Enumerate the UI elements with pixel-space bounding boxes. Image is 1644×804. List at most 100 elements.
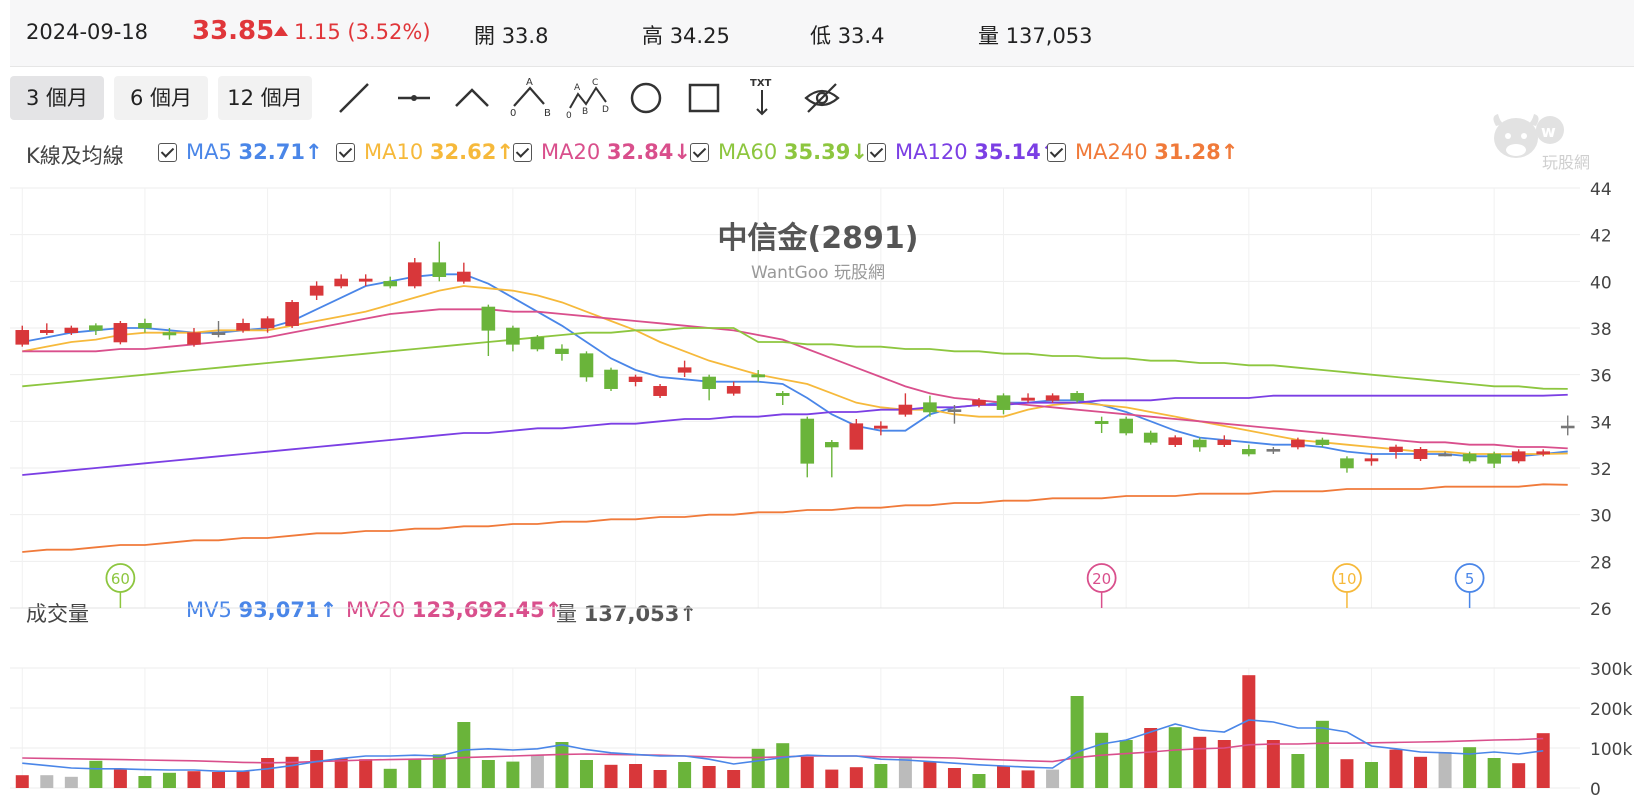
hide-drawings-icon[interactable]	[800, 76, 844, 120]
volume-bar	[825, 769, 839, 788]
kline-legend-title: K線及均線	[26, 144, 124, 168]
ma5-checkbox[interactable]	[158, 143, 177, 162]
abcd-b-label: B	[582, 107, 588, 117]
logo-text: 玩股網	[1542, 153, 1590, 172]
candle-body	[1560, 425, 1575, 429]
candle-body	[849, 423, 864, 450]
candle-body	[15, 330, 30, 345]
ma10-line	[22, 285, 1568, 455]
text-tool-icon[interactable]: TXT	[740, 76, 784, 120]
price-tick-label: 26	[1590, 600, 1612, 620]
candle-body	[162, 332, 177, 336]
up-arrow-icon	[274, 26, 288, 36]
volume-bar	[1266, 740, 1280, 788]
candle-body	[383, 281, 398, 287]
angle-tool-icon[interactable]	[450, 76, 494, 120]
candle-body	[1413, 449, 1428, 459]
candle-body	[996, 395, 1011, 410]
candle-body	[1143, 432, 1158, 443]
price-tick-label: 40	[1590, 273, 1612, 293]
ma120-legend: MA120 35.14↑	[895, 140, 1058, 164]
range-6m-button[interactable]: 6 個月	[114, 76, 208, 120]
volume-bar	[1315, 720, 1329, 788]
range-12m-button[interactable]: 12 個月	[218, 76, 312, 120]
volume-bar	[261, 758, 275, 788]
volume-bar	[138, 776, 152, 788]
quote-price: 33.85	[192, 16, 275, 46]
mv20-name: MV20	[346, 598, 406, 622]
volume-tick-label: 300k	[1590, 660, 1632, 680]
ma10-legend: MA10 32.62↑	[364, 140, 514, 164]
ma60-checkbox[interactable]	[690, 143, 709, 162]
ma60-name: MA60	[718, 140, 778, 164]
vol-value: 137,053	[583, 602, 680, 626]
abc-0-label: 0	[510, 108, 516, 119]
abc-pattern-tool-icon[interactable]: A 0 B	[508, 76, 552, 120]
ma60-line	[22, 327, 1568, 390]
volume-legend-title: 成交量	[26, 602, 89, 626]
volume-bar	[64, 776, 78, 788]
candle-body	[923, 402, 937, 413]
ma-period-marker	[1086, 563, 1117, 593]
candle-body	[775, 393, 790, 396]
ma-period-marker	[105, 563, 136, 593]
volume-bar	[359, 759, 373, 788]
ma10-checkbox[interactable]	[336, 143, 355, 162]
volume-bar	[89, 760, 103, 788]
candle-body	[1242, 449, 1256, 455]
range-3m-button[interactable]: 3 個月	[10, 76, 104, 120]
line-tool-icon[interactable]	[332, 76, 376, 120]
mv20-arrow-icon: ↑	[544, 598, 563, 622]
chart-toolbar: 3 個月 6 個月 12 個月 A 0 B A C 0 B D TXT	[10, 76, 1634, 121]
abc-b-label: B	[544, 108, 551, 119]
ma20-line	[22, 308, 1568, 450]
candle-body	[1438, 453, 1452, 457]
candle-body	[1021, 397, 1035, 401]
volume-bar	[555, 742, 569, 788]
candle-body	[89, 325, 103, 331]
txt-label: TXT	[750, 78, 772, 89]
candle-body	[407, 262, 422, 287]
volume-bar	[15, 775, 29, 788]
volume-bar	[1536, 733, 1550, 788]
volume-bar	[457, 722, 471, 788]
svg-text:w: w	[1541, 122, 1556, 141]
ma-legend: K線及均線 MA5 32.71↑ MA10 32.62↑ MA20 32.84↓…	[0, 140, 1644, 174]
volume-bar	[1144, 728, 1158, 788]
candle-body	[457, 271, 471, 282]
ma20-checkbox[interactable]	[513, 143, 532, 162]
volume-bar	[1340, 759, 1354, 788]
ma240-name: MA240	[1075, 140, 1148, 164]
ma240-checkbox[interactable]	[1047, 143, 1066, 162]
volume-bar	[113, 768, 127, 788]
circle-tool-icon[interactable]	[624, 76, 668, 120]
candle-body	[1389, 446, 1403, 452]
candle-body	[530, 337, 545, 350]
mv5-name: MV5	[186, 598, 232, 622]
rectangle-tool-icon[interactable]	[682, 76, 726, 120]
volume-bar	[1242, 675, 1256, 788]
horizontal-line-tool-icon[interactable]	[392, 76, 436, 120]
ma10-arrow-icon: ↑	[496, 140, 514, 164]
abcd-pattern-tool-icon[interactable]: A C 0 B D	[566, 76, 610, 121]
ma120-checkbox[interactable]	[867, 143, 886, 162]
volume-bar	[898, 756, 912, 788]
volume-bar	[1046, 769, 1060, 788]
volume-bar	[678, 762, 692, 788]
candle-body	[1070, 393, 1084, 401]
abcd-a-label: A	[574, 83, 581, 93]
volume-bar	[212, 772, 226, 788]
ma120-line	[22, 393, 1568, 476]
candle-body	[236, 323, 250, 331]
volume-bar	[972, 774, 986, 788]
volume-label: 量	[978, 24, 999, 48]
volume-bar	[947, 768, 961, 788]
candle-body	[555, 348, 569, 354]
volume-bar	[653, 770, 667, 788]
volume-bar	[629, 764, 643, 788]
candle-body	[1119, 418, 1133, 434]
volume-bar	[1291, 754, 1305, 788]
volume-bar	[776, 743, 790, 788]
ma-period-marker-label: 10	[1337, 570, 1356, 588]
candle-body	[432, 262, 447, 277]
